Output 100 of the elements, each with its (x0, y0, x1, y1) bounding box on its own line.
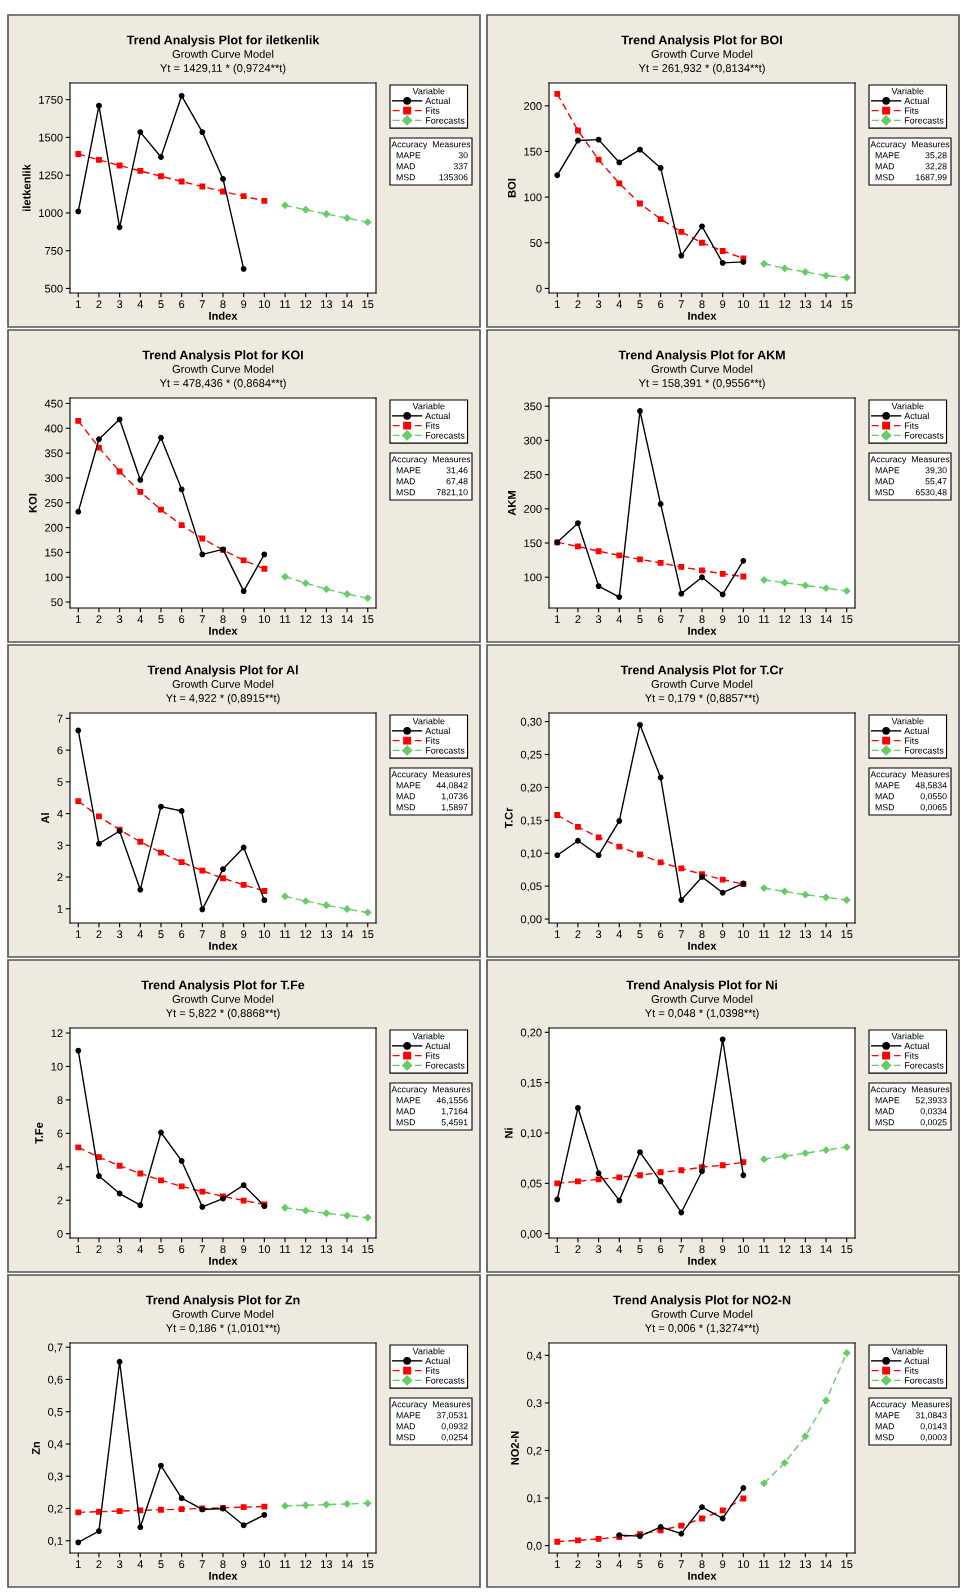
x-tick-label: 7 (678, 1245, 684, 1253)
x-tick-label: 13 (800, 300, 812, 309)
x-tick-label: 4 (616, 1560, 623, 1568)
legend-label: Fits (425, 1052, 440, 1059)
text: 5,4591 (441, 1119, 468, 1127)
text: 52,3933 (915, 1097, 947, 1105)
y-tick-label: 8 (57, 1096, 63, 1105)
y-tick-label: 1000 (39, 209, 63, 218)
y-tick-label: 0,30 (520, 717, 542, 728)
y-tick-label: 300 (44, 474, 63, 483)
y-tick-label: 100 (45, 573, 63, 582)
y-tick-label: 0,1 (527, 1494, 542, 1504)
x-tick-label: 11 (280, 1245, 291, 1253)
y-tick-label: 350 (44, 449, 63, 458)
text: MAD (875, 1108, 895, 1115)
x-tick-label: 13 (321, 615, 333, 624)
x-tick-label: 6 (658, 1245, 664, 1254)
x-tick-label: 14 (341, 930, 353, 938)
x-tick-label: 4 (137, 930, 144, 938)
x-tick-label: 3 (116, 300, 123, 309)
x-tick-label: 3 (116, 1245, 123, 1254)
chart-title: Trend Analysis Plot for iletkenlik (126, 35, 320, 47)
y-tick-label: 200 (524, 505, 542, 513)
y-tick-label: 150 (524, 539, 542, 548)
text: 135306 (439, 174, 468, 181)
legend-label: Forecasts (425, 1062, 465, 1069)
x-tick-label: 7 (199, 1245, 205, 1253)
x-tick-label: 6 (179, 615, 185, 624)
x-tick-label: 7 (199, 615, 205, 623)
text: 0,0065 (920, 804, 947, 812)
y-tick-label: 0,15 (520, 1078, 542, 1089)
y-tick-label: 1 (57, 905, 63, 913)
legend-label: Forecasts (904, 1062, 944, 1069)
x-tick-label: 8 (220, 1560, 226, 1569)
y-tick-label: 100 (524, 573, 542, 582)
legend-label: Actual (904, 727, 929, 735)
x-tick-label: 8 (220, 615, 226, 624)
text: 37,0531 (436, 1412, 468, 1420)
x-tick-label: 1 (555, 930, 560, 938)
text: 337 (453, 163, 468, 170)
y-tick-label: 4 (57, 809, 63, 818)
text: Yt = 4,922 * (0,8915**t) (165, 693, 280, 705)
text: 0,0143 (920, 1423, 947, 1431)
x-tick-label: 12 (300, 1560, 312, 1568)
x-tick-label: 6 (658, 930, 664, 939)
x-axis-title: Index (688, 941, 717, 950)
x-tick-label: 7 (199, 300, 205, 308)
x-tick-label: 1 (76, 1560, 81, 1568)
y-tick-label: 0,00 (520, 1229, 542, 1240)
text: MAPE (396, 1412, 421, 1419)
y-tick-label: 0,5 (48, 1407, 63, 1418)
chart-title: Trend Analysis Plot for Ni (626, 980, 777, 992)
x-axis-title: Index (209, 941, 238, 950)
text: MAD (875, 1423, 895, 1430)
x-tick-label: 1 (555, 1560, 560, 1568)
x-tick-label: 2 (575, 300, 581, 308)
chart-subtitle: Growth Curve Model (172, 994, 274, 1003)
y-tick-label: 200 (524, 102, 542, 110)
legend-label: Fits (904, 1367, 919, 1374)
text: MAPE (875, 1097, 900, 1104)
text: MAPE (875, 467, 900, 474)
y-tick-label: 0,2 (48, 1504, 63, 1514)
y-tick-label: 250 (45, 499, 63, 507)
y-tick-label: 50 (51, 598, 63, 607)
x-tick-label: 14 (820, 615, 832, 623)
text: MSD (396, 1434, 416, 1441)
text: 1,7164 (441, 1108, 468, 1116)
x-tick-label: 14 (341, 1245, 353, 1253)
text: Accuracy Measures (391, 1401, 471, 1410)
y-tick-label: 0,6 (48, 1375, 63, 1385)
x-tick-label: 10 (738, 1245, 750, 1254)
x-tick-label: 12 (779, 1245, 791, 1253)
x-tick-label: 4 (137, 300, 144, 308)
text: 35,28 (925, 152, 947, 160)
text: MSD (875, 1434, 895, 1441)
text: 32,28 (925, 163, 947, 171)
x-tick-label: 4 (616, 300, 623, 308)
x-tick-label: 10 (259, 1245, 271, 1254)
x-tick-label: 5 (158, 930, 164, 939)
y-axis-title: KOI (28, 493, 37, 513)
y-tick-label: 2 (57, 1196, 63, 1205)
x-tick-label: 2 (575, 1245, 581, 1253)
x-tick-label: 9 (720, 930, 726, 939)
text: MSD (875, 489, 895, 496)
y-tick-label: 0,10 (520, 849, 542, 859)
legend-label: Actual (904, 97, 929, 105)
x-tick-label: 9 (241, 930, 247, 939)
text: 1687,99 (916, 174, 947, 182)
x-tick-label: 3 (595, 300, 602, 309)
text: MAPE (396, 1097, 421, 1104)
text: 7821,10 (436, 489, 468, 497)
legend-label: Forecasts (904, 432, 944, 439)
legend-title: Variable (891, 1032, 924, 1040)
x-tick-label: 15 (841, 1245, 853, 1254)
x-tick-label: 5 (637, 930, 643, 939)
x-tick-label: 3 (116, 1560, 123, 1569)
text: 0,0254 (441, 1434, 468, 1442)
y-tick-label: 12 (51, 1029, 63, 1038)
legend-label: Actual (904, 412, 929, 420)
y-tick-label: 150 (45, 548, 63, 557)
